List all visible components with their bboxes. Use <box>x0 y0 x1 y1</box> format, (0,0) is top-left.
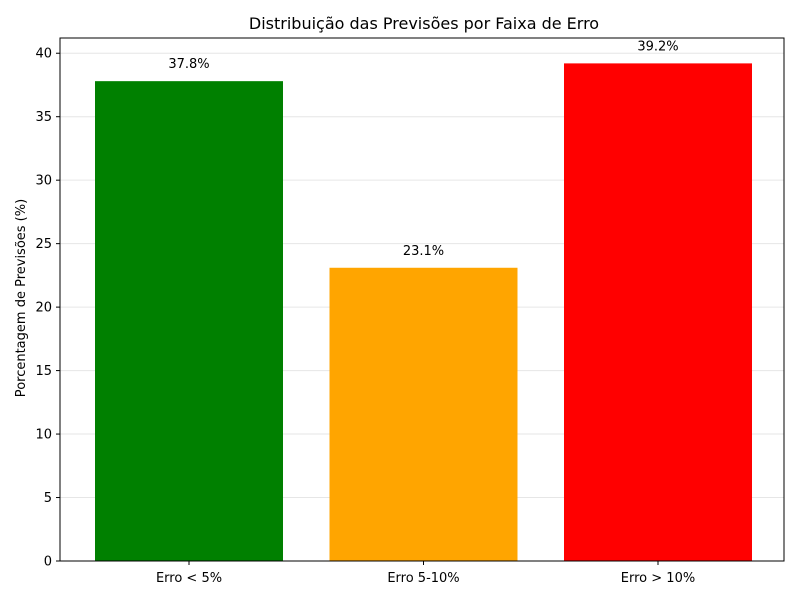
bar-3 <box>564 63 752 562</box>
y-tick-label: 40 <box>35 47 52 62</box>
bars <box>95 63 752 562</box>
y-tick-label: 35 <box>35 110 52 125</box>
y-axis-label: Porcentagem de Previsões (%) <box>14 199 29 397</box>
plot-frame <box>59 37 785 562</box>
data-label-3: 39.2% <box>637 39 678 54</box>
y-tick-label: 10 <box>35 428 52 443</box>
y-tick-label: 25 <box>35 237 52 252</box>
x-tick-label: Erro 5-10% <box>387 571 459 586</box>
data-labels: 37.8% 23.1% 39.2% <box>168 39 678 258</box>
y-tick-label: 30 <box>35 174 52 189</box>
y-tick-label: 5 <box>44 491 52 506</box>
bar-2 <box>329 267 518 561</box>
x-tick-label: Erro < 5% <box>156 571 222 586</box>
y-tick-label: 15 <box>35 364 52 379</box>
data-label-2: 23.1% <box>403 244 444 259</box>
y-tick-label: 20 <box>35 301 52 316</box>
data-label-1: 37.8% <box>168 57 209 72</box>
x-tick-label: Erro > 10% <box>621 571 695 586</box>
bar-1 <box>95 81 283 562</box>
chart-title: Distribuição das Previsões por Faixa de … <box>249 14 599 33</box>
y-tick-label: 0 <box>44 555 52 570</box>
x-axis-ticks: Erro < 5% Erro 5-10% Erro > 10% <box>156 561 695 586</box>
y-axis-ticks: 0 5 10 15 20 25 30 35 40 <box>35 47 60 570</box>
